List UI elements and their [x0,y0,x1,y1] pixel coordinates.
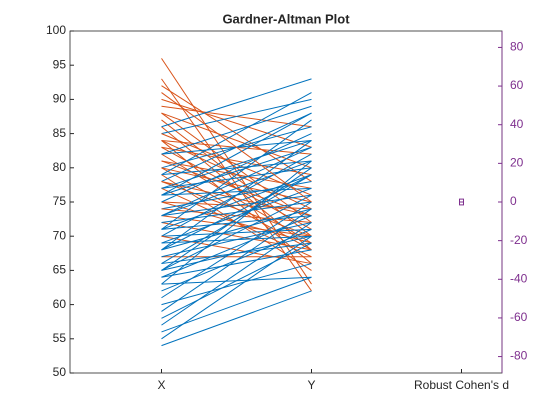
y2-tick-label: -20 [510,233,528,247]
y2-tick-label: 40 [510,117,524,131]
pair-line [161,160,312,285]
y2-tick-label: 60 [510,78,524,92]
pair-line [161,249,312,278]
pair-line [161,160,312,217]
y2-tick-label: 20 [510,156,524,170]
y-tick-label: 50 [53,365,67,379]
pair-line [161,167,312,189]
y-tick-label: 100 [46,23,66,37]
y-tick-label: 95 [53,57,67,71]
y-tick-label: 65 [53,263,67,277]
pair-line [161,146,312,217]
pair-line [161,139,312,189]
pair-line [161,222,312,326]
pair-line [161,98,312,135]
y-tick-label: 60 [53,297,67,311]
pair-line [161,242,312,319]
pair-line [161,290,312,347]
pair-line [161,187,312,244]
pair-line [161,263,312,306]
pair-line [161,78,312,128]
y-tick-label: 55 [53,331,67,345]
pair-line [161,194,312,217]
pair-line [161,235,312,271]
pair-line [161,174,312,251]
pair-line [161,92,312,203]
pair-line [161,235,312,340]
pair-line [161,201,312,299]
y-tick-label: 80 [53,160,67,174]
pair-line [161,133,312,203]
x-tick-label: Robust Cohen's d [414,378,509,392]
y-tick-label: 90 [53,92,67,106]
pair-line [161,222,312,258]
y-tick-label: 85 [53,126,67,140]
pair-line [161,167,312,203]
pair-line [161,146,312,196]
pair-line [161,112,312,196]
y2-tick-label: -60 [510,310,528,324]
pair-line [161,208,312,312]
x-tick-label: X [157,378,165,392]
pair-line [161,276,312,333]
pair-line [161,208,312,251]
y-tick-label: 70 [53,228,67,242]
y2-tick-label: -40 [510,271,528,285]
pair-line [161,105,312,155]
y-tick-label: 75 [53,194,67,208]
y2-tick-label: -80 [510,349,528,363]
pair-line [161,194,312,271]
pair-line [161,167,312,271]
pair-line [161,92,312,176]
y2-tick-label: 80 [510,40,524,54]
pair-line [161,98,312,148]
chart-title: Gardner-Altman Plot [222,11,350,26]
pair-line [161,119,312,230]
y2-tick-label: 0 [510,194,517,208]
x-tick-label: Y [307,378,315,392]
